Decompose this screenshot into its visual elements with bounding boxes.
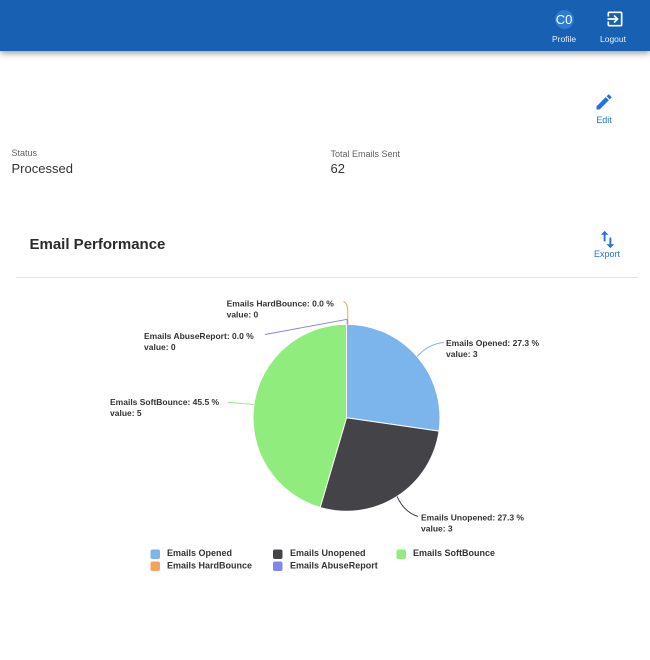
svg-text:Emails Unopened: Emails Unopened [290,548,366,558]
svg-text:value: 3: value: 3 [446,349,478,359]
svg-text:Emails AbuseReport: Emails AbuseReport [290,561,378,571]
svg-text:Emails HardBounce: Emails HardBounce [167,561,252,571]
svg-text:value: 0: value: 0 [144,342,176,352]
svg-text:value: 0: value: 0 [227,309,259,319]
svg-text:Emails AbuseReport: 0.0 %: Emails AbuseReport: 0.0 % [144,331,254,341]
svg-text:value: 5: value: 5 [110,408,142,418]
svg-text:Emails Unopened: 27.3 %: Emails Unopened: 27.3 % [421,512,524,522]
svg-text:Emails HardBounce: 0.0 %: Emails HardBounce: 0.0 % [227,298,335,308]
svg-text:Emails Opened: Emails Opened [167,548,232,558]
svg-text:Emails SoftBounce: Emails SoftBounce [413,548,495,558]
svg-text:Emails Opened: 27.3 %: Emails Opened: 27.3 % [446,338,540,348]
svg-text:value: 3: value: 3 [421,523,453,533]
svg-text:Emails SoftBounce: 45.5 %: Emails SoftBounce: 45.5 % [110,397,220,407]
